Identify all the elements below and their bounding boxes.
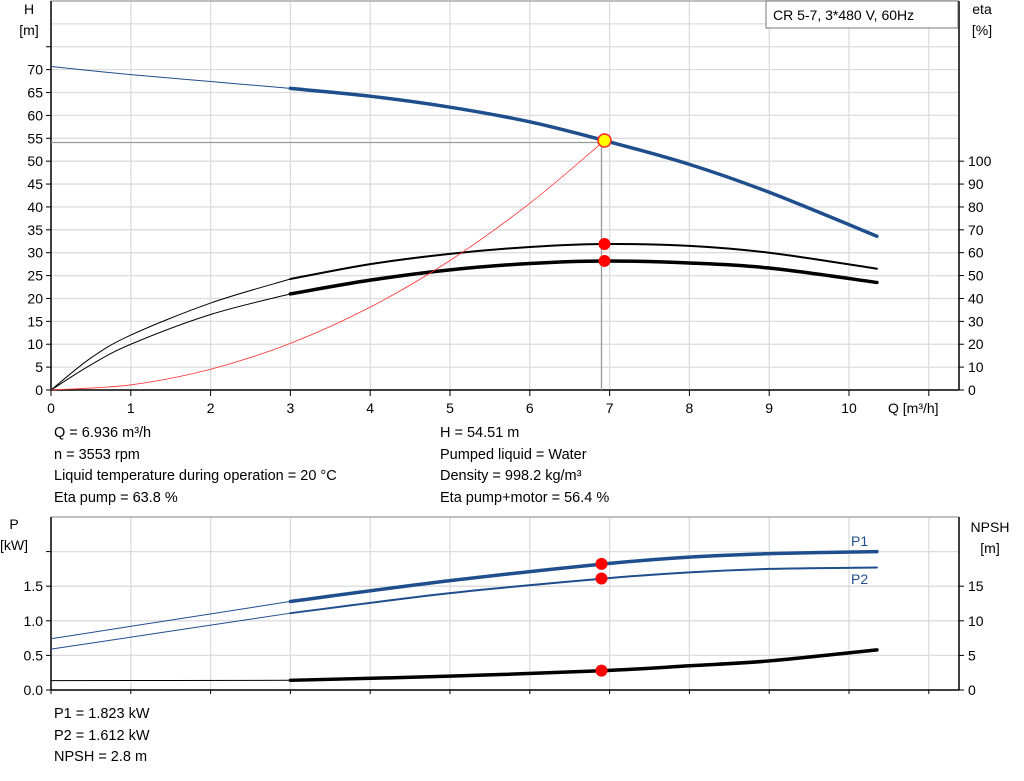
y-tick-label-left: 0.5: [24, 647, 44, 663]
y-tick-label-right: 0: [968, 382, 976, 398]
y-tick-label-left: 50: [27, 153, 43, 169]
series-line-P1: [288, 549, 879, 604]
legend-box: [765, 0, 959, 29]
y-tick-label-left: 10: [27, 336, 43, 352]
series-line-P2-thin: [50, 612, 291, 650]
info-p2: P2 = 1.612 kW: [54, 727, 150, 744]
legend-text: CR 5-7, 3*480 V, 60Hz: [773, 7, 914, 23]
marker-eta-pump-motor: [598, 254, 611, 267]
series-line-eta_pump_motor: [288, 259, 879, 296]
marker-npsh: [595, 664, 608, 677]
y-tick-label-left: 0.0: [24, 682, 44, 698]
y-axis-title-right: eta: [972, 1, 992, 17]
y-axis-title-left: P: [9, 516, 18, 532]
info-eta-pump: Eta pump = 63.8 %: [54, 489, 178, 506]
y-tick-label-right: 0: [968, 682, 976, 698]
y-axis-unit-right: [m]: [980, 540, 999, 556]
series-line-P1-thin: [50, 600, 291, 640]
y-axis-title-left: H: [24, 1, 34, 17]
y-tick-label-right: 50: [968, 268, 984, 284]
marker-eta-pump: [598, 238, 611, 251]
x-tick-label: 4: [366, 400, 374, 416]
y-axis-unit-left: [kW]: [0, 537, 28, 553]
y-tick-label-left: 40: [27, 199, 43, 215]
info-npsh: NPSH = 2.8 m: [54, 749, 148, 765]
y-tick-label-left: 15: [27, 313, 43, 329]
y-tick-label-right: 20: [968, 336, 984, 352]
series-label-p2: P2: [851, 571, 868, 587]
x-tick-label: 10: [841, 400, 857, 416]
y-tick-label-left: 70: [27, 62, 43, 78]
y-tick-label-left: 1.0: [24, 613, 44, 629]
info-top-left: Q = 6.936 m³/h n = 3553 rpm Liquid tempe…: [54, 423, 337, 509]
info-speed: n = 3553 rpm: [54, 446, 140, 463]
y-tick-label-right: 60: [968, 245, 984, 261]
y-tick-label-right: 30: [968, 313, 984, 329]
marker-p2: [595, 572, 608, 585]
x-axis-title: Q [m³/h]: [888, 400, 939, 416]
y-tick-label-right: 70: [968, 222, 984, 238]
info-p1: P1 = 1.823 kW: [54, 706, 150, 722]
y-tick-label-left: 5: [35, 359, 43, 375]
y-axis-title-right: NPSH: [971, 519, 1010, 535]
y-tick-label-left: 35: [27, 222, 43, 238]
series-line-H: [288, 86, 879, 238]
info-top-right: H = 54.51 m Pumped liquid = Water Densit…: [440, 423, 609, 509]
y-tick-label-left: 60: [27, 107, 43, 123]
info-density: Density = 998.2 kg/m³: [440, 468, 582, 484]
y-tick-label-right: 5: [968, 647, 976, 663]
info-liquid-temp: Liquid temperature during operation = 20…: [54, 468, 337, 484]
x-tick-label: 5: [446, 400, 454, 416]
x-tick-label: 9: [765, 400, 773, 416]
series-line-eta_pump-thin: [50, 278, 291, 391]
y-tick-label-right: 40: [968, 290, 984, 306]
x-tick-label: 1: [127, 400, 135, 416]
info-eta-pump-motor: Eta pump+motor = 56.4 %: [440, 489, 610, 506]
y-tick-label-left: 1.5: [24, 578, 44, 594]
x-tick-label: 8: [686, 400, 694, 416]
y-tick-label-left: 25: [27, 268, 43, 284]
y-axis-unit-left: [m]: [19, 22, 38, 38]
info-flow: Q = 6.936 m³/h: [54, 425, 152, 441]
info-liquid: Pumped liquid = Water: [440, 446, 587, 463]
x-tick-label: 7: [606, 400, 614, 416]
series-line-H-thin: [50, 65, 291, 89]
y-tick-label-right: 100: [968, 153, 992, 169]
x-tick-label: 2: [207, 400, 215, 416]
y-tick-label-left: 55: [27, 130, 43, 146]
y-tick-label-left: 20: [27, 290, 43, 306]
series-line-P2: [289, 566, 878, 615]
y-axis-unit-right: [%]: [972, 22, 992, 38]
series-line-system-curve: [50, 140, 605, 391]
series-line-eta_pump_motor-thin: [50, 293, 291, 391]
x-tick-label: 0: [47, 400, 55, 416]
duty-point-marker: [597, 133, 612, 148]
y-tick-label-left: 45: [27, 176, 43, 192]
y-tick-label-right: 90: [968, 176, 984, 192]
y-tick-label-left: 30: [27, 245, 43, 261]
y-tick-label-right: 10: [968, 359, 984, 375]
y-tick-label-right: 80: [968, 199, 984, 215]
info-head: H = 54.51 m: [440, 425, 520, 441]
y-tick-label-right: 10: [968, 613, 984, 629]
x-tick-label: 6: [526, 400, 534, 416]
info-bottom: P1 = 1.823 kW P2 = 1.612 kW NPSH = 2.8 m: [54, 704, 150, 769]
y-tick-label-left: 0: [35, 382, 43, 398]
series-label-p1: P1: [851, 533, 868, 549]
series-line-eta_pump: [289, 242, 878, 281]
y-tick-label-left: 65: [27, 85, 43, 101]
x-tick-label: 3: [287, 400, 295, 416]
series-line-NPSH: [288, 648, 879, 683]
marker-p1: [595, 557, 608, 570]
y-tick-label-right: 15: [968, 578, 984, 594]
